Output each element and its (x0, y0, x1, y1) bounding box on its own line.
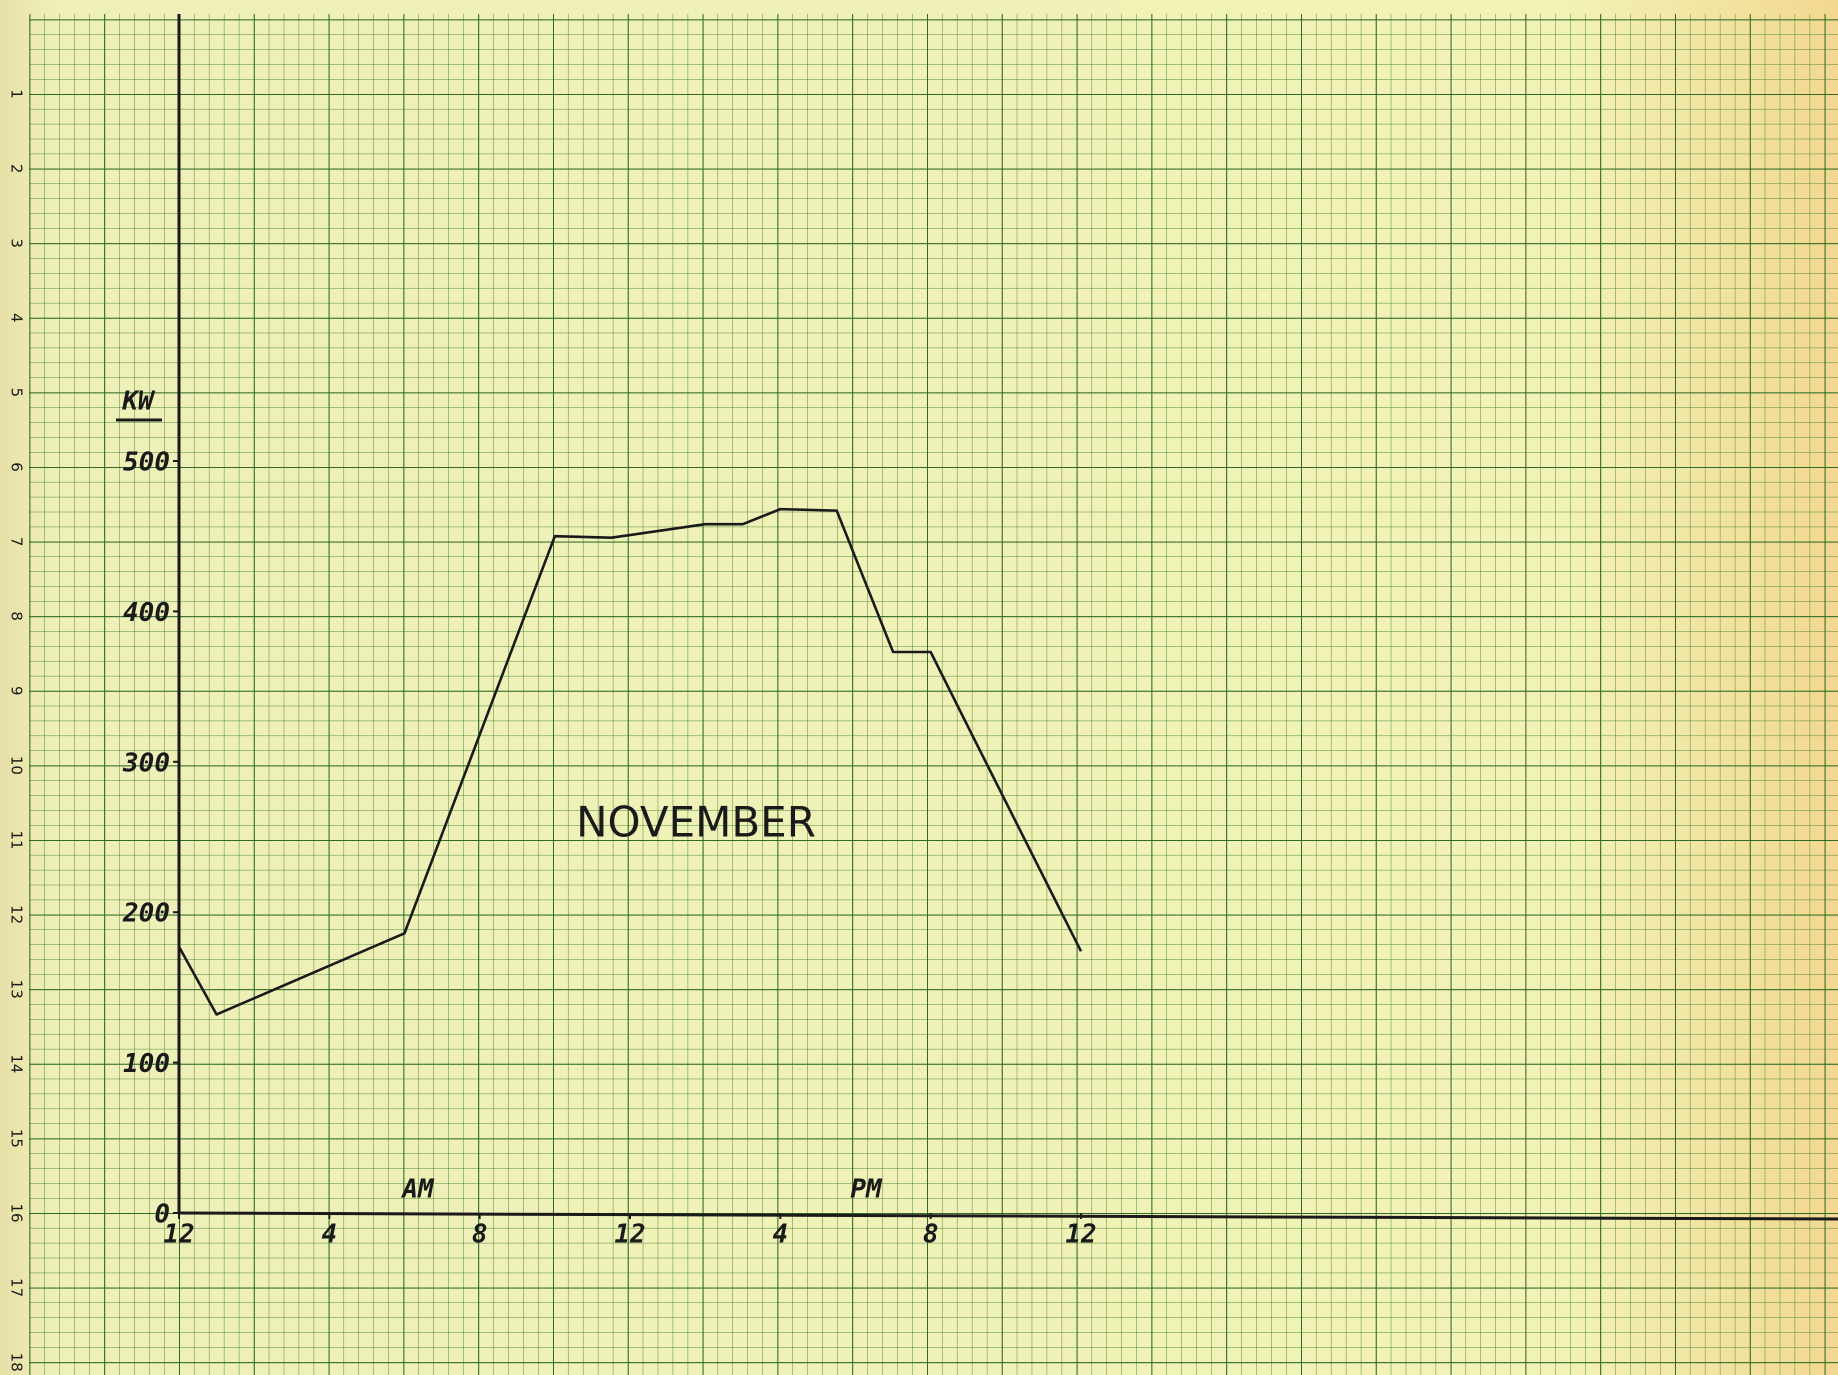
margin-label: 13 (8, 980, 26, 999)
margin-label: 5 (8, 388, 26, 398)
margin-label: 8 (8, 611, 26, 621)
annotation: NOVEMBER (576, 798, 816, 847)
margin-label: 1 (8, 89, 26, 99)
x-tick-label: 12 (614, 1220, 645, 1250)
margin-label: 15 (8, 1129, 26, 1148)
annotation: PM (850, 1175, 883, 1205)
y-tick-label: 0 (154, 1200, 170, 1230)
margin-label: 17 (8, 1278, 26, 1297)
y-tick-label: 100 (123, 1049, 170, 1079)
x-tick-label: 4 (322, 1220, 338, 1250)
x-tick-label: 8 (472, 1220, 488, 1250)
margin-label: 18 (8, 1353, 26, 1372)
y-tick-label: 400 (123, 598, 170, 628)
y-axis-label: KW (121, 387, 156, 417)
margin-label: 6 (8, 462, 26, 472)
annotation: AM (400, 1175, 435, 1205)
major-grid (29, 14, 1838, 1375)
margin-label: 16 (8, 1203, 26, 1222)
x-tick-label: 4 (773, 1220, 789, 1250)
margin-label: 9 (8, 686, 26, 696)
margin-label: 10 (8, 756, 26, 775)
margin-label: 3 (8, 238, 26, 248)
x-tick-label: 8 (923, 1220, 939, 1250)
data-line (177, 507, 1083, 1016)
margin-label: 2 (8, 164, 26, 174)
x-axis (178, 1211, 1838, 1221)
x-tick-label: 12 (163, 1220, 194, 1250)
margin-label: 12 (8, 905, 26, 924)
margin-label: 4 (8, 313, 26, 323)
y-tick-label: 300 (122, 748, 170, 778)
y-tick-label: 500 (123, 448, 170, 478)
y-tick-label: 200 (122, 899, 170, 929)
plot: 1234567891011121314151617180100200300400… (8, 14, 1838, 1372)
margin-label: 11 (8, 830, 26, 849)
x-tick-label: 12 (1065, 1220, 1096, 1250)
margin-label: 7 (8, 537, 26, 547)
margin-label: 14 (8, 1054, 26, 1073)
